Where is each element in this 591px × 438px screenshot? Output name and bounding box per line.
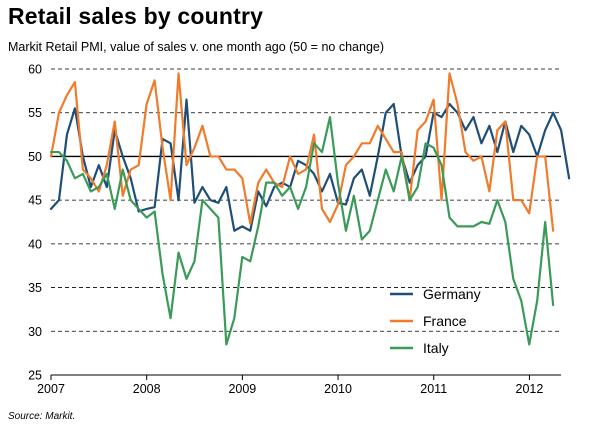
source-note: Source: Markit. [8, 411, 76, 422]
y-tick-label: 60 [28, 63, 42, 77]
legend-label-france: France [423, 313, 467, 329]
y-tick-label: 35 [28, 281, 42, 295]
legend-label-germany: Germany [423, 286, 481, 302]
y-tick-label: 45 [28, 194, 42, 208]
series-line-italy [49, 115, 555, 346]
y-tick-label: 25 [28, 369, 42, 383]
x-tick-label: 2012 [516, 382, 544, 396]
y-tick-label: 40 [28, 237, 42, 251]
y-tick-label: 30 [28, 325, 42, 339]
x-tick-label: 2009 [228, 382, 256, 396]
chart-subtitle: Markit Retail PMI, value of sales v. one… [8, 40, 385, 54]
chart-title: Retail sales by country [8, 3, 264, 29]
x-tick-label: 2011 [420, 382, 447, 396]
x-tick-label: 2007 [37, 382, 65, 396]
x-tick-label: 2008 [133, 382, 161, 396]
y-tick-label: 55 [28, 106, 42, 120]
legend-label-italy: Italy [423, 340, 449, 356]
series-line-france [49, 72, 555, 232]
y-tick-label: 50 [28, 150, 42, 164]
x-tick-label: 2010 [324, 382, 352, 396]
